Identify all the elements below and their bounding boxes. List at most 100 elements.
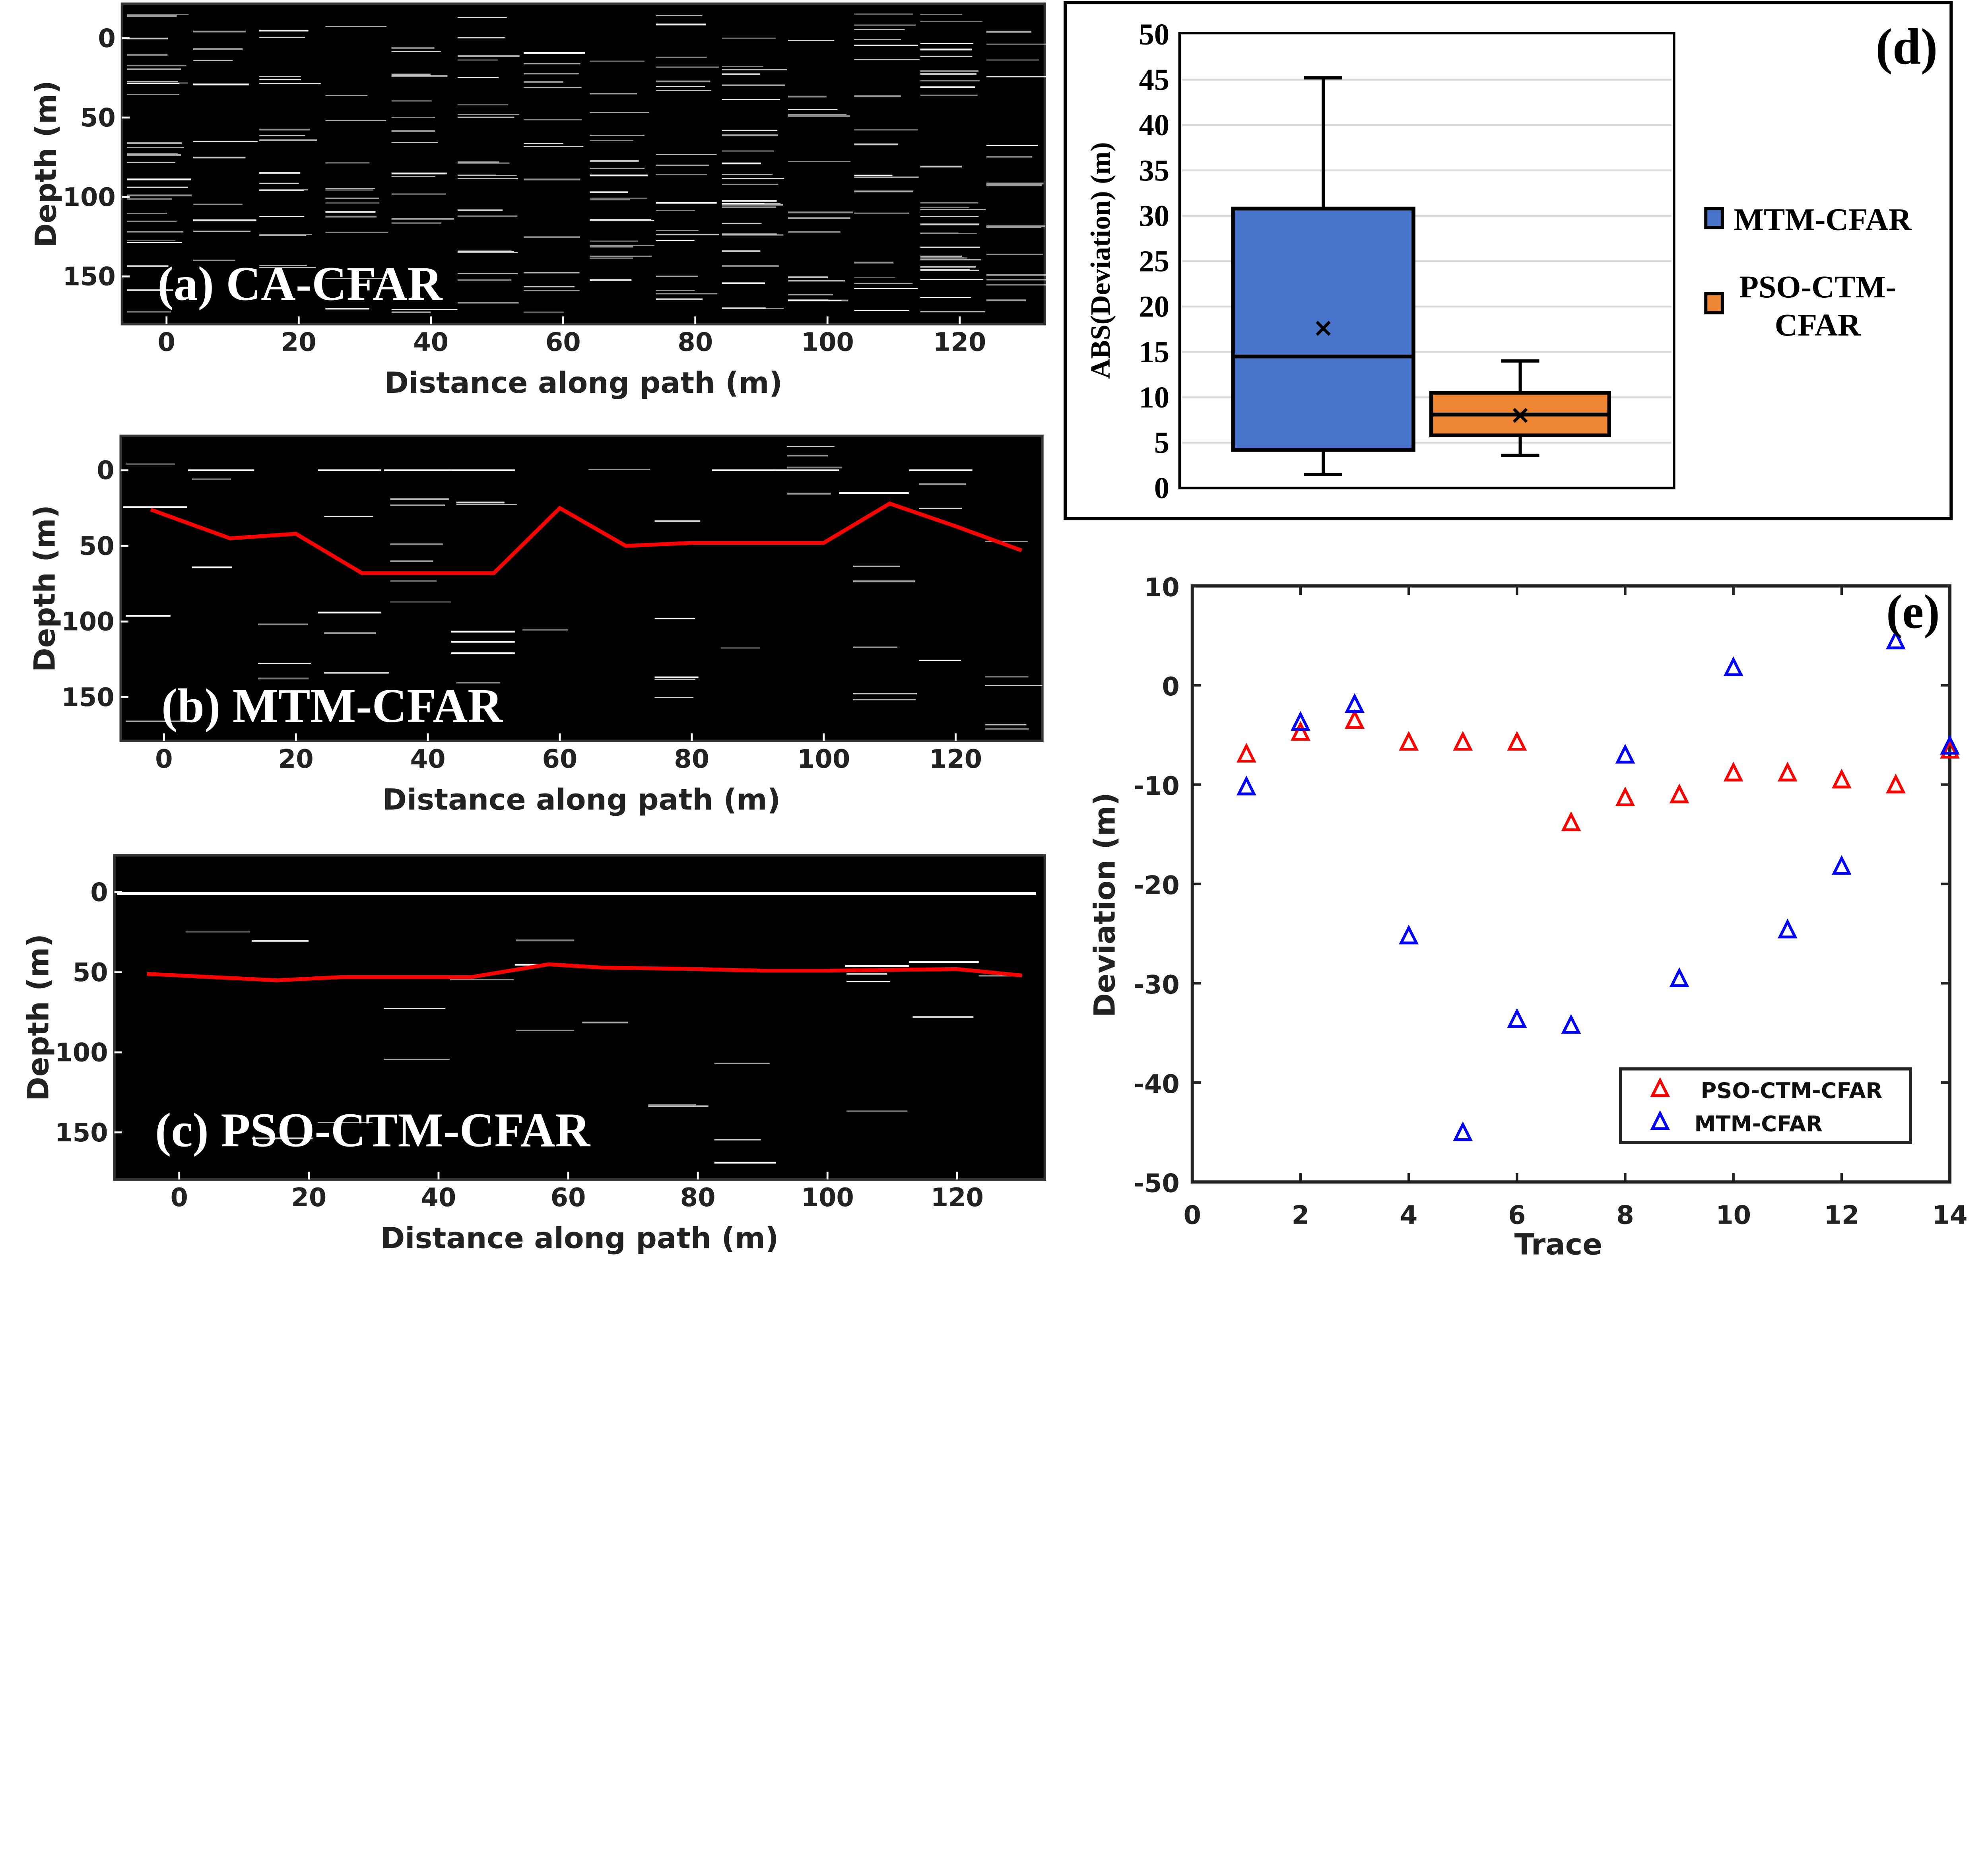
series-pso-ctm-cfar xyxy=(1236,709,1960,831)
y-tick-label: 10 xyxy=(1139,380,1169,414)
data-point xyxy=(1399,731,1419,751)
y-axis-label: Depth (m) xyxy=(28,505,62,672)
panel-title: (a) CA-CFAR xyxy=(157,257,443,310)
data-point xyxy=(1886,773,1906,794)
y-tick-label: 0 xyxy=(1154,471,1169,505)
data-point xyxy=(1399,924,1419,945)
data-point xyxy=(1345,693,1365,713)
x-tick-label: 2 xyxy=(1292,1201,1309,1230)
legend: PSO-CTM-CFAR MTM-CFAR xyxy=(1619,1067,1912,1145)
detected-interface-line xyxy=(147,962,1022,982)
x-axis-label: Distance along path (m) xyxy=(384,366,782,400)
x-tick-label: 100 xyxy=(801,328,854,357)
y-tick-label: 150 xyxy=(62,262,115,292)
y-tick-label: 100 xyxy=(62,183,115,212)
data-point xyxy=(1777,918,1798,939)
data-point xyxy=(1723,761,1743,782)
data-point xyxy=(1669,783,1689,803)
legend-label: MTM-CFAR xyxy=(1694,1111,1822,1136)
data-point xyxy=(1886,629,1906,650)
y-tick-label: 30 xyxy=(1139,199,1169,233)
y-tick-label: -40 xyxy=(1134,1070,1179,1099)
y-axis-label: Depth (m) xyxy=(29,80,63,247)
x-tick-label: 20 xyxy=(281,328,316,357)
x-tick-label: 40 xyxy=(413,328,448,357)
x-tick-label: 80 xyxy=(674,745,709,774)
y-tick-label: 50 xyxy=(79,532,115,561)
x-tick-label: 14 xyxy=(1932,1201,1968,1230)
y-tick-label: -20 xyxy=(1134,871,1179,900)
x-axis-label: Distance along path (m) xyxy=(382,783,780,817)
panel-title: (c) PSO-CTM-CFAR xyxy=(155,1104,590,1157)
y-tick-label: 0 xyxy=(98,24,115,53)
x-tick-label: 100 xyxy=(801,1183,854,1213)
plot-area xyxy=(113,854,1046,1181)
legend-marker xyxy=(1650,1110,1670,1130)
panel-title: (b) MTM-CFAR xyxy=(161,679,503,733)
x-tick-label: 120 xyxy=(929,745,982,774)
y-tick-label: 10 xyxy=(1144,573,1180,602)
x-tick-label: 120 xyxy=(933,328,986,357)
y-tick-label: 0 xyxy=(1162,672,1179,702)
y-axis-label: Depth (m) xyxy=(21,934,55,1101)
plot-area xyxy=(120,2,1046,326)
series-mtm-cfar xyxy=(1236,629,1960,1141)
data-point xyxy=(1291,721,1310,741)
x-tick-label: 40 xyxy=(421,1183,456,1213)
data-point xyxy=(1940,735,1960,755)
legend-label: PSO-CTM- xyxy=(1739,270,1896,305)
panel-title: (e) xyxy=(1886,585,1940,638)
data-point xyxy=(1940,739,1960,759)
data-point xyxy=(1832,855,1852,875)
y-tick-label: 100 xyxy=(55,1038,108,1067)
x-tick-label: 60 xyxy=(542,745,577,774)
y-tick-label: 0 xyxy=(97,456,114,485)
legend-label: MTM-CFAR xyxy=(1734,202,1912,237)
box-mtm-cfar: × xyxy=(1231,76,1415,476)
data-point xyxy=(1669,967,1689,987)
x-tick-label: 60 xyxy=(551,1183,586,1213)
plot-area xyxy=(119,435,1044,743)
x-tick-label: 10 xyxy=(1716,1201,1751,1230)
x-tick-label: 120 xyxy=(931,1183,984,1213)
legend-label: CFAR xyxy=(1775,308,1861,343)
data-point xyxy=(1723,656,1743,676)
y-tick-label: -30 xyxy=(1134,970,1179,1000)
data-point xyxy=(1453,731,1473,751)
y-tick-label: 50 xyxy=(80,103,116,133)
legend-box xyxy=(1619,1067,1912,1145)
legend-marker xyxy=(1650,1077,1670,1097)
x-axis-label: Distance along path (m) xyxy=(381,1221,779,1255)
data-point xyxy=(1561,1014,1581,1034)
boxplot-panel-d: 0 5 10 15 20 25 30 35 40 45 50 × × ABS(Deviation) (m)… xyxy=(1064,1,1953,520)
data-point xyxy=(1291,711,1310,731)
mean-marker: × xyxy=(1510,400,1531,430)
box-pso-ctm-cfar: × xyxy=(1429,359,1611,457)
data-point xyxy=(1615,786,1635,807)
y-tick-label: 50 xyxy=(1139,17,1169,51)
y-tick-label: 15 xyxy=(1139,335,1169,369)
data-point xyxy=(1507,1008,1527,1028)
data-point xyxy=(1832,768,1852,789)
x-tick-label: 20 xyxy=(278,745,314,774)
radar-panel-a: 0 50 100 150 0 20 40 60 80 100 120 Distance along p… xyxy=(29,2,1051,400)
y-tick-label: 45 xyxy=(1139,63,1169,97)
legend-swatch xyxy=(1704,207,1724,229)
y-tick-label: 150 xyxy=(55,1118,108,1148)
data-point xyxy=(1615,743,1635,764)
y-tick-label: 25 xyxy=(1139,244,1169,278)
x-tick-label: 0 xyxy=(1183,1201,1201,1230)
x-tick-label: 0 xyxy=(158,328,175,357)
data-point xyxy=(1453,1121,1473,1141)
legend-swatch xyxy=(1704,292,1724,314)
iqr-box xyxy=(1231,206,1415,452)
x-tick-label: 80 xyxy=(678,328,713,357)
y-tick-label: 40 xyxy=(1139,108,1169,142)
x-tick-label: 60 xyxy=(546,328,581,357)
x-tick-label: 0 xyxy=(155,745,173,774)
panel-title: (d) xyxy=(1875,18,1938,75)
data-point xyxy=(1561,811,1581,831)
y-axis-label: ABS(Deviation) (m) xyxy=(1085,142,1116,379)
x-tick-label: 4 xyxy=(1400,1201,1417,1230)
data-point xyxy=(1345,709,1365,729)
